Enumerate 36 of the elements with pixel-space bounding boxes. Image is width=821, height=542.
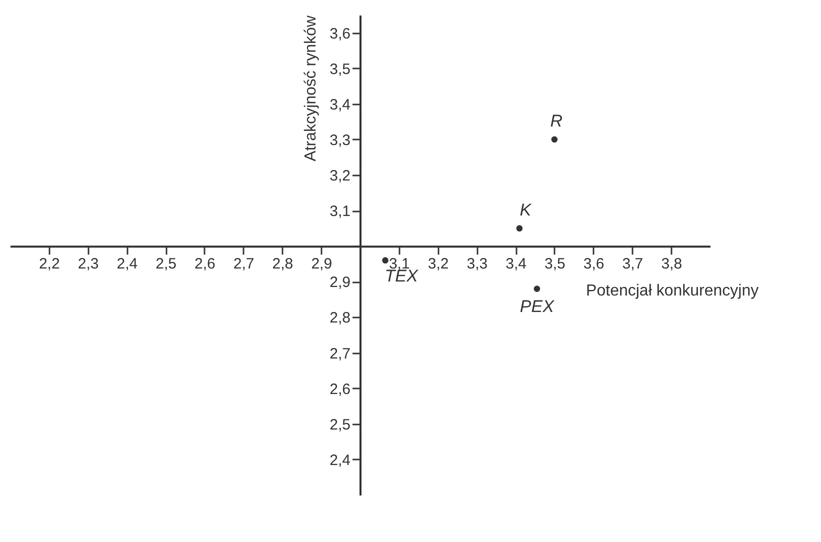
x-tick-label: 3,7 [622, 256, 644, 273]
x-tick-label: 2,7 [233, 256, 254, 273]
x-tick-label: 3,3 [466, 256, 488, 273]
y-axis-title: Atrakcyjność rynków [302, 15, 320, 162]
point [551, 136, 558, 143]
y-tick-label: 3,4 [330, 96, 350, 114]
y-tick-label: 2,9 [330, 274, 350, 292]
x-tick-label: 2,4 [116, 256, 138, 273]
x-tick-label: 2,9 [311, 256, 332, 273]
y-tick-label: 2,7 [330, 345, 350, 362]
x-tick-label: 3,2 [428, 256, 449, 273]
x-tick-label: 3,5 [544, 256, 566, 273]
annotation: R [550, 111, 563, 130]
y-tick-label: 2,5 [330, 416, 350, 434]
point [382, 257, 388, 264]
x-tick-label: 2,2 [38, 256, 60, 273]
y-tick-label: 3,1 [330, 203, 350, 220]
x-tick-label: 3,8 [661, 256, 682, 273]
y-tick-label: 3,5 [330, 60, 350, 78]
x-tick-label: 2,3 [78, 256, 99, 273]
x-tick-label: 3,6 [583, 256, 604, 273]
y-tick-label: 2,6 [330, 380, 350, 398]
x-tick-label: 2,6 [194, 256, 216, 273]
annotation: K [520, 200, 532, 220]
y-tick-label: 3,6 [330, 25, 350, 42]
x-tick-label: 3,4 [506, 256, 526, 273]
x-axis-title: Potencjał konkurencyjny [586, 282, 759, 300]
point [534, 286, 540, 292]
x-tick-label: 2,5 [156, 256, 176, 273]
x-tick-label: 2,8 [272, 256, 294, 273]
point [516, 225, 523, 232]
y-tick-label: 2,4 [330, 452, 350, 469]
y-tick-label: 3,2 [330, 168, 350, 184]
y-tick-label: 3,3 [330, 132, 350, 149]
y-tick-label: 2,8 [330, 310, 350, 327]
annotation: PEX [520, 296, 555, 316]
